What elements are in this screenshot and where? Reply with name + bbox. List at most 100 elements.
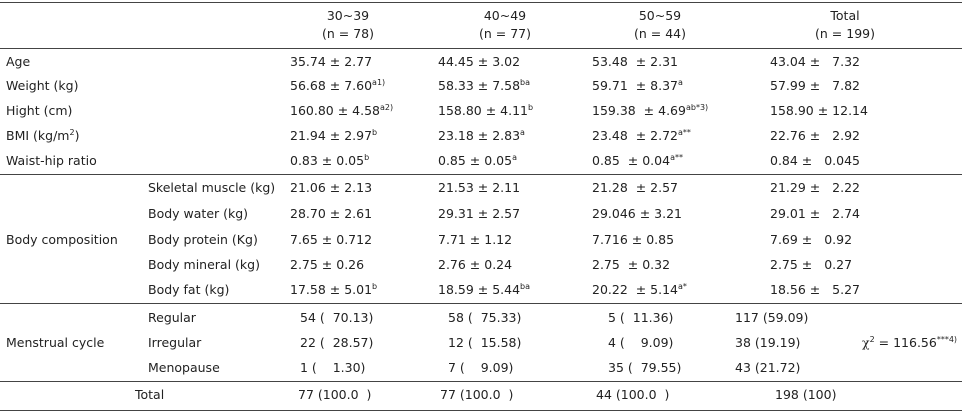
- column-n: (n = 77): [478, 26, 531, 41]
- column-n: (n = 78): [321, 26, 374, 41]
- cell: 58.33 ± 7.58ba: [438, 78, 530, 94]
- cell-value: 21.94 ± 2.97: [290, 128, 373, 143]
- superscript: a1): [372, 78, 386, 87]
- row-label: Body protein (Kg): [148, 232, 258, 248]
- cell: 35.74 ± 2.77: [290, 54, 372, 70]
- row-label: Weight (kg): [6, 78, 78, 94]
- cell: 7.69 ± 0.92: [770, 232, 852, 248]
- cell: 7.716 ± 0.85: [592, 232, 674, 248]
- chi-value: = 116.56: [874, 335, 937, 350]
- cell-value: 77 (100.0 ): [298, 387, 372, 402]
- cell: 20.22 ± 5.14a*: [592, 282, 687, 298]
- cell: 22.76 ± 2.92: [770, 128, 860, 144]
- cell-value: 58 ( 75.33): [448, 310, 522, 325]
- cell: 198 (100): [775, 387, 836, 403]
- cell: 2.76 ± 0.24: [438, 257, 512, 273]
- cell-value: 0.84 ± 0.045: [770, 153, 860, 168]
- cell-value: 7.71 ± 1.12: [438, 232, 513, 247]
- cell: 7 ( 9.09): [448, 360, 513, 376]
- cell: 7.65 ± 0.712: [290, 232, 372, 248]
- label-text: ): [74, 128, 80, 143]
- row-label: Irregular: [148, 335, 201, 351]
- cell-value: 0.85 ± 0.05: [438, 153, 513, 168]
- cell: 54 ( 70.13): [300, 310, 373, 326]
- cell-value: 21.06 ± 2.13: [290, 180, 373, 195]
- cell: 59.71 ± 8.37a: [592, 78, 683, 94]
- cell-value: 5 ( 11.36): [608, 310, 674, 325]
- cell-value: 59.71 ± 8.37: [592, 78, 679, 93]
- cell: 12 ( 15.58): [448, 335, 521, 351]
- label-text: Body water (kg): [148, 206, 249, 221]
- cell: 35 ( 79.55): [608, 360, 681, 376]
- cell: 77 (100.0 ): [440, 387, 513, 403]
- cell: 56.68 ± 7.60a1): [290, 78, 385, 94]
- cell: 21.06 ± 2.13: [290, 180, 372, 196]
- row-label: Total: [135, 387, 165, 402]
- cell: 2.75 ± 0.26: [290, 257, 364, 273]
- cell: 58 ( 75.33): [448, 310, 521, 326]
- cell-value: 20.22 ± 5.14: [592, 282, 679, 297]
- cell-value: 2.76 ± 0.24: [438, 257, 513, 272]
- label-text: Body mineral (kg): [148, 257, 260, 272]
- cell-value: 22.76 ± 2.92: [770, 128, 860, 143]
- superscript: ab*3): [685, 103, 709, 112]
- superscript: a: [520, 128, 525, 137]
- column-header: Total: [830, 8, 860, 23]
- label-text: Hight (cm): [6, 103, 73, 118]
- row-label: Waist-hip ratio: [6, 153, 97, 169]
- cell: 0.83 ± 0.05b: [290, 153, 369, 169]
- cell-value: 158.80 ± 4.11: [438, 103, 528, 118]
- chi-square: χ2 = 116.56***4): [862, 335, 957, 351]
- cell: 44.45 ± 3.02: [438, 54, 520, 70]
- cell: 29.046 ± 3.21: [592, 206, 682, 222]
- cell: 158.80 ± 4.11b: [438, 103, 533, 119]
- cell: 57.99 ± 7.82: [770, 78, 860, 94]
- superscript: a: [678, 78, 683, 87]
- cell: 43.04 ± 7.32: [770, 54, 860, 70]
- rule: [0, 174, 962, 175]
- cell: 7.71 ± 1.12: [438, 232, 512, 248]
- label-text: Regular: [148, 310, 196, 325]
- row-label: Body water (kg): [148, 206, 248, 222]
- cell-value: 18.56 ± 5.27: [770, 282, 860, 297]
- cell-value: 0.83 ± 0.05: [290, 153, 365, 168]
- cell-value: 44.45 ± 3.02: [438, 54, 521, 69]
- cell-value: 44 (100.0 ): [596, 387, 670, 402]
- row-label: Body fat (kg): [148, 282, 229, 298]
- cell-value: 18.59 ± 5.44: [438, 282, 521, 297]
- cell-value: 2.75 ± 0.26: [290, 257, 365, 272]
- cell-value: 159.38 ± 4.69: [592, 103, 686, 118]
- cell: 0.85 ± 0.05a: [438, 153, 517, 169]
- cell: 18.59 ± 5.44ba: [438, 282, 530, 298]
- rule: [0, 48, 962, 49]
- rule: [0, 2, 962, 3]
- cell-value: 21.29 ± 2.22: [770, 180, 860, 195]
- cell-value: 22 ( 28.57): [300, 335, 374, 350]
- cell-value: 198 (100): [775, 387, 837, 402]
- row-label: Regular: [148, 310, 196, 326]
- cell: 23.48 ± 2.72a**: [592, 128, 691, 144]
- chi-symbol: χ: [862, 335, 870, 350]
- cell: 0.85 ± 0.04a**: [592, 153, 683, 169]
- superscript: a: [512, 153, 517, 162]
- column-header: 50~59: [638, 8, 682, 23]
- cell-value: 28.70 ± 2.61: [290, 206, 373, 221]
- cell-value: 35 ( 79.55): [608, 360, 682, 375]
- label-text: Body fat (kg): [148, 282, 230, 297]
- superscript: a**: [670, 153, 683, 162]
- superscript: ba: [520, 78, 531, 87]
- cell-value: 117 (59.09): [735, 310, 809, 325]
- cell: 5 ( 11.36): [608, 310, 673, 326]
- cell-value: 53.48 ± 2.31: [592, 54, 679, 69]
- superscript: 2: [69, 128, 75, 137]
- cell-value: 2.75 ± 0.32: [592, 257, 671, 272]
- cell: 160.80 ± 4.58a2): [290, 103, 393, 119]
- column-n: (n = 199): [815, 26, 875, 41]
- cell: 158.90 ± 12.14: [770, 103, 868, 119]
- superscript: a2): [380, 103, 394, 112]
- cell: 159.38 ± 4.69ab*3): [592, 103, 708, 119]
- label-text: Irregular: [148, 335, 202, 350]
- row-label: Skeletal muscle (kg): [148, 180, 275, 196]
- row-label: Body mineral (kg): [148, 257, 260, 273]
- cell-value: 23.48 ± 2.72: [592, 128, 679, 143]
